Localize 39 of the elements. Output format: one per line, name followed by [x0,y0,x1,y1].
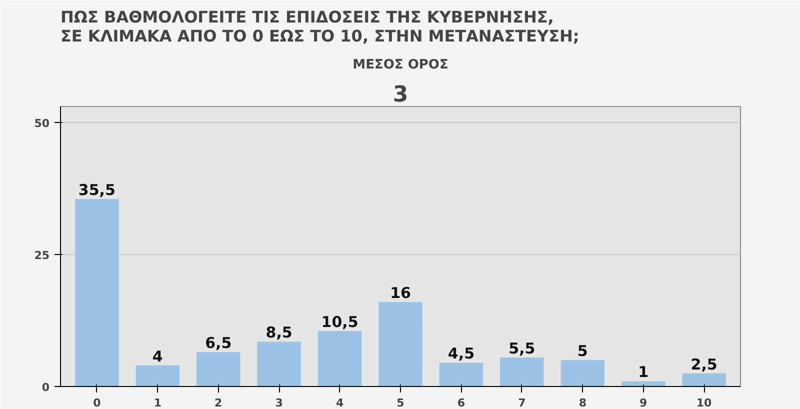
x-tick-label: 3 [275,396,283,409]
x-tick-label: 7 [518,396,526,409]
bar [439,362,484,386]
bar [378,302,422,386]
data-label: 8,5 [266,324,292,342]
data-label: 10,5 [321,313,358,332]
x-tick-label: 2 [214,396,222,409]
bar [75,198,119,386]
bar [257,342,301,386]
bar [318,331,362,386]
data-label: 35,5 [78,180,116,199]
data-label: 16 [390,284,411,302]
x-tick-label: 9 [640,396,648,409]
chart-subtitle: ΜΕΣΟΣ ΟΡΟΣ [352,58,448,72]
annotation: 3 [392,82,408,108]
data-label: 4 [152,347,163,366]
y-tick-label: 0 [42,381,50,394]
x-tick-label: 6 [457,396,466,409]
bar [682,373,726,386]
x-tick-label: 0 [93,396,102,409]
data-label: 6,5 [205,334,232,352]
y-tick-label: 50 [34,116,50,130]
data-label: 1 [638,363,649,382]
data-label: 5,5 [508,339,536,358]
bar [500,357,544,386]
data-label: 5 [577,342,588,360]
x-tick-label: 10 [696,396,712,409]
data-label: 2,5 [690,355,718,374]
bar [560,360,604,386]
x-tick-label: 4 [336,396,344,409]
data-label: 4,5 [448,344,475,363]
y-tick-label: 25 [34,248,50,262]
chart-title: ΠΩΣ ΒΑΘΜΟΛΟΓΕΙΤΕ ΤΙΣ ΕΠΙΔΟΣΕΙΣ ΤΗΣ ΚΥΒΕΡΝΗΣΗΣ, ΣΕ ΚΛΙΜΑΚΑ ΑΠΟ ΤΟ 0 ΕΩΣ ΤΟ 10, ΣΤΗΝ ΜΕΤΑΝΑΣΤΕΥΣΗ; [60,8,580,46]
bar [622,381,666,386]
x-tick-label: 1 [154,396,162,409]
x-tick-label: 5 [396,396,404,409]
bar [136,365,180,386]
x-tick-label: 8 [578,396,586,409]
bar [196,352,240,386]
